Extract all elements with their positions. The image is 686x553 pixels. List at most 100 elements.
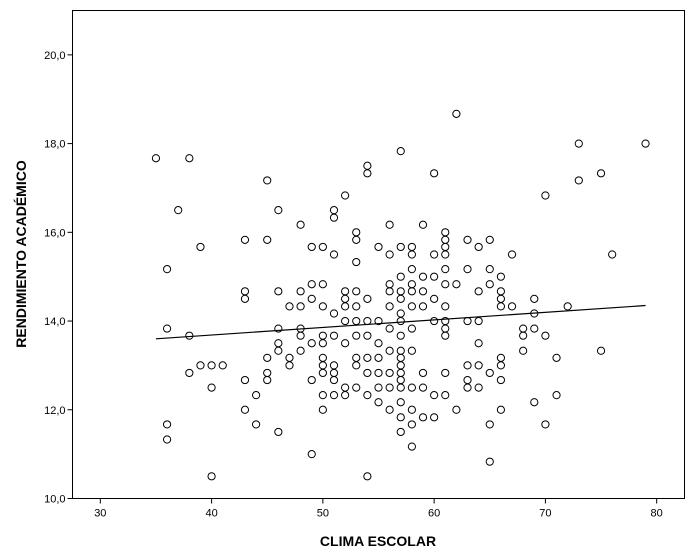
data-point [151,154,161,163]
data-point [218,361,227,370]
data-point [296,346,305,355]
data-point [274,346,283,355]
data-point [263,176,272,185]
data-point [385,346,394,355]
y-tick-label: 14,0 [44,316,65,328]
data-point [418,413,428,422]
data-point [463,383,472,392]
data-point [496,287,505,296]
data-point [563,302,572,311]
data-point [162,324,172,333]
data-point [363,316,372,326]
data-point [418,302,428,311]
data-points [151,109,650,481]
data-point [541,191,550,200]
data-point [407,442,416,451]
data-point [441,391,450,400]
data-point [385,287,394,296]
data-point [341,316,350,326]
data-point [507,250,517,259]
data-point [418,383,428,392]
data-point [329,331,339,340]
data-point [541,331,550,340]
y-tick-label: 20,0 [44,50,65,62]
x-tick-label: 30 [94,508,106,520]
data-point [452,280,461,289]
data-point [341,191,350,200]
data-point [263,235,272,244]
data-point [296,287,305,296]
data-point [496,294,505,303]
data-point [307,280,316,289]
data-point [441,228,450,237]
data-point [407,265,416,274]
data-point [441,250,450,259]
data-point [363,472,372,481]
data-point [329,391,339,400]
data-point [352,257,361,267]
data-point [496,353,505,362]
data-point [474,383,483,392]
data-point [318,302,327,311]
data-point [396,294,405,303]
data-point [407,383,416,392]
data-point [441,331,450,340]
data-point [385,405,394,414]
data-point [196,361,205,370]
data-point [196,242,205,252]
data-point [474,316,483,326]
data-point [385,302,394,311]
x-axis-ticks: 30 40 50 60 70 80 [94,498,663,520]
data-point [252,420,261,429]
data-point [407,324,416,333]
data-point [162,435,172,444]
data-point [430,169,439,178]
data-point [374,353,383,362]
data-point [329,213,339,222]
data-point [385,368,394,378]
data-point [318,242,327,252]
data-point [374,368,383,378]
data-point [329,361,339,370]
data-point [396,361,405,370]
data-point [341,302,350,311]
data-point [341,294,350,303]
data-point [485,235,494,244]
data-point [441,235,450,244]
data-point [407,405,416,414]
data-point [318,361,327,370]
data-point [318,368,327,378]
data-point [552,391,561,400]
data-point [407,420,416,429]
data-point [407,302,416,311]
data-point [285,361,294,370]
data-point [441,265,450,274]
data-point [507,302,517,311]
data-point [418,368,428,378]
data-point [396,353,405,362]
data-point [485,280,494,289]
data-point [363,331,372,340]
data-point [385,383,394,392]
data-point [374,398,383,407]
data-point [485,368,494,378]
data-point [207,472,216,481]
data-point [496,361,505,370]
data-point [352,235,361,244]
data-point [352,353,361,362]
data-point [318,353,327,362]
data-point [574,176,583,185]
x-tick-label: 60 [428,508,440,520]
data-point [441,324,450,333]
data-point [396,147,405,156]
data-point [396,427,405,437]
data-point [329,375,339,385]
data-point [274,339,283,348]
y-tick-label: 12,0 [44,405,65,417]
data-point [274,427,283,437]
x-tick-label: 50 [317,508,329,520]
data-point [329,368,339,378]
data-point [452,405,461,414]
data-point [296,220,305,229]
